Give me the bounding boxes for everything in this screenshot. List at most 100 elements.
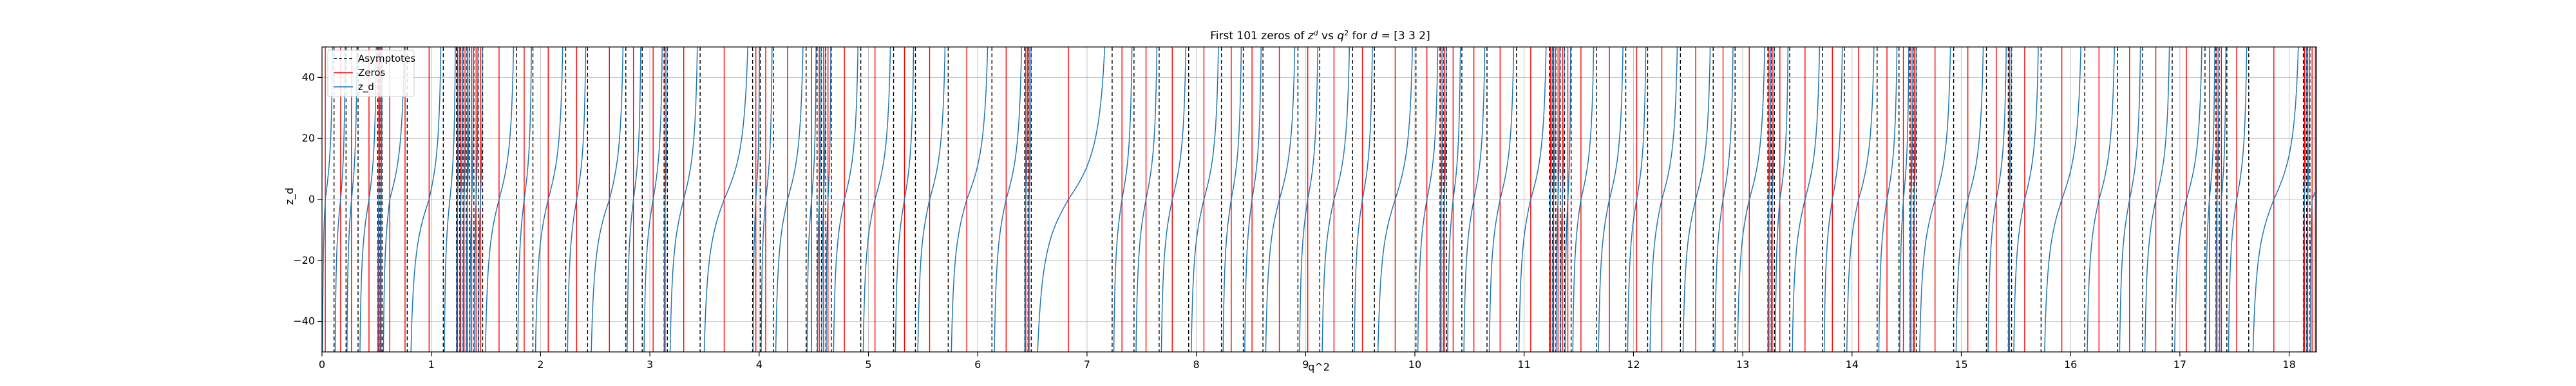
z-d-branch — [2228, 47, 2248, 352]
z-d-branch — [1549, 47, 1553, 352]
y-tick-label: 20 — [302, 132, 315, 144]
z-d-branch — [346, 47, 357, 352]
z-d-branch — [2119, 47, 2141, 352]
z-d-branch — [826, 47, 831, 352]
x-tick-label: 1 — [428, 358, 435, 371]
z-d-branch — [334, 47, 346, 352]
x-tick-label: 12 — [1627, 358, 1640, 371]
x-tick-label: 8 — [1193, 358, 1199, 371]
z-d-branch — [485, 47, 515, 352]
z-d-branch — [1447, 47, 1461, 352]
z-d-branch — [466, 47, 470, 352]
z-d-branch — [359, 47, 377, 352]
z-d-branch — [379, 47, 383, 352]
z-d-branch — [663, 47, 668, 352]
z-d-branch — [1846, 47, 1875, 352]
x-tick-label: 3 — [647, 358, 653, 371]
z-d-branch — [1878, 47, 1898, 352]
z-d-branch — [456, 47, 460, 352]
z-d-branch — [833, 47, 858, 352]
z-d-branch — [1463, 47, 1486, 352]
z-d-branch — [2306, 47, 2311, 352]
z-d-branch — [2087, 47, 2115, 352]
x-tick-label: 18 — [2282, 358, 2295, 371]
legend-label-asymptotes: Asymptotes — [358, 53, 415, 64]
z-d-branch — [1299, 47, 1318, 352]
z-d-branch — [1737, 47, 1765, 352]
z-d-branch — [1417, 47, 1439, 352]
z-d-branch — [1987, 47, 2007, 352]
z-d-branch — [462, 47, 467, 352]
z-d-branch — [1024, 47, 1028, 352]
z-d-branch — [1113, 47, 1133, 352]
z-d-branch — [1649, 47, 1678, 352]
z-d-branch — [459, 47, 464, 352]
z-d-branch — [1792, 47, 1821, 352]
legend-label-zeros: Zeros — [358, 67, 386, 78]
z-d-branch — [627, 47, 641, 352]
z-d-branch — [1955, 47, 1984, 352]
z-d-branch — [1555, 47, 1560, 352]
z-d-branch — [1321, 47, 1350, 352]
z-d-branch — [1913, 47, 1917, 352]
z-d-branch — [2309, 187, 2316, 352]
z-d-branch — [806, 47, 817, 352]
z-d-branch — [2174, 47, 2202, 352]
x-tick-label: 16 — [2064, 358, 2077, 371]
z-d-branch — [1443, 47, 1447, 352]
z-d-branch — [895, 47, 914, 352]
z-d-branch — [643, 47, 663, 352]
z-d-branch — [591, 47, 624, 352]
x-tick-label: 17 — [2174, 358, 2186, 371]
z-d-branch — [1714, 47, 1734, 352]
z-d-branch — [478, 47, 483, 352]
x-tick-label: 9 — [1302, 358, 1309, 371]
z-d-branch — [703, 47, 748, 352]
z-d-branch — [1770, 47, 1775, 352]
z-d-branch — [1572, 47, 1595, 352]
z-d-branch — [2007, 47, 2012, 352]
z-d-branch — [1244, 47, 1262, 352]
z-d-branch — [535, 47, 564, 352]
legend-label-z-d: z_d — [358, 81, 374, 93]
z-d-branch — [761, 47, 773, 352]
x-tick-label: 6 — [974, 358, 981, 371]
z-d-branch — [1354, 47, 1373, 352]
z-d-branch — [1377, 47, 1413, 352]
z-d-branch — [410, 47, 442, 352]
x-axis-label: q^2 — [1308, 361, 1330, 373]
z-d-branch — [1560, 47, 1565, 352]
x-tick-label: 2 — [537, 358, 544, 371]
z-d-branch — [1135, 47, 1158, 352]
z-d-branch — [775, 47, 804, 352]
z-d-branch — [2044, 47, 2081, 352]
legend: Asymptotes Zeros z_d — [327, 50, 415, 97]
z-d-branch — [377, 47, 381, 352]
z-d-branch — [1191, 47, 1219, 352]
y-tick-label: 40 — [302, 71, 315, 83]
z-d-branch — [1265, 47, 1296, 352]
z-d-branch — [2013, 47, 2039, 352]
chart-title: First 101 zeros of zd vs q2 for d = [3 3… — [1210, 29, 1430, 43]
z-d-branch — [994, 47, 1022, 352]
z-d-branch — [517, 47, 532, 352]
z-d-branch — [1160, 47, 1187, 352]
z-d-branch — [469, 47, 475, 352]
z-d-branch — [951, 47, 989, 352]
z-d-branch — [1682, 47, 1711, 352]
x-tick-label: 13 — [1736, 358, 1749, 371]
legend-box — [327, 50, 415, 97]
x-tick-label: 11 — [1518, 358, 1531, 371]
z-d-branch — [444, 47, 456, 352]
z-d-branch — [669, 47, 698, 352]
z-d-branch — [1488, 47, 1515, 352]
z-d-branch — [1775, 47, 1789, 352]
z-d-branch — [2219, 47, 2227, 352]
z-d-curve — [322, 47, 2316, 352]
z-d-branch — [1598, 47, 1624, 352]
x-axis-ticks: 0 1 2 3 4 5 6 7 8 9 10 11 12 13 14 15 16 17 18 — [319, 352, 2296, 371]
z-d-branch — [1439, 47, 1444, 352]
z-d-branch — [1823, 47, 1843, 352]
z-d-branch — [1909, 47, 1913, 352]
